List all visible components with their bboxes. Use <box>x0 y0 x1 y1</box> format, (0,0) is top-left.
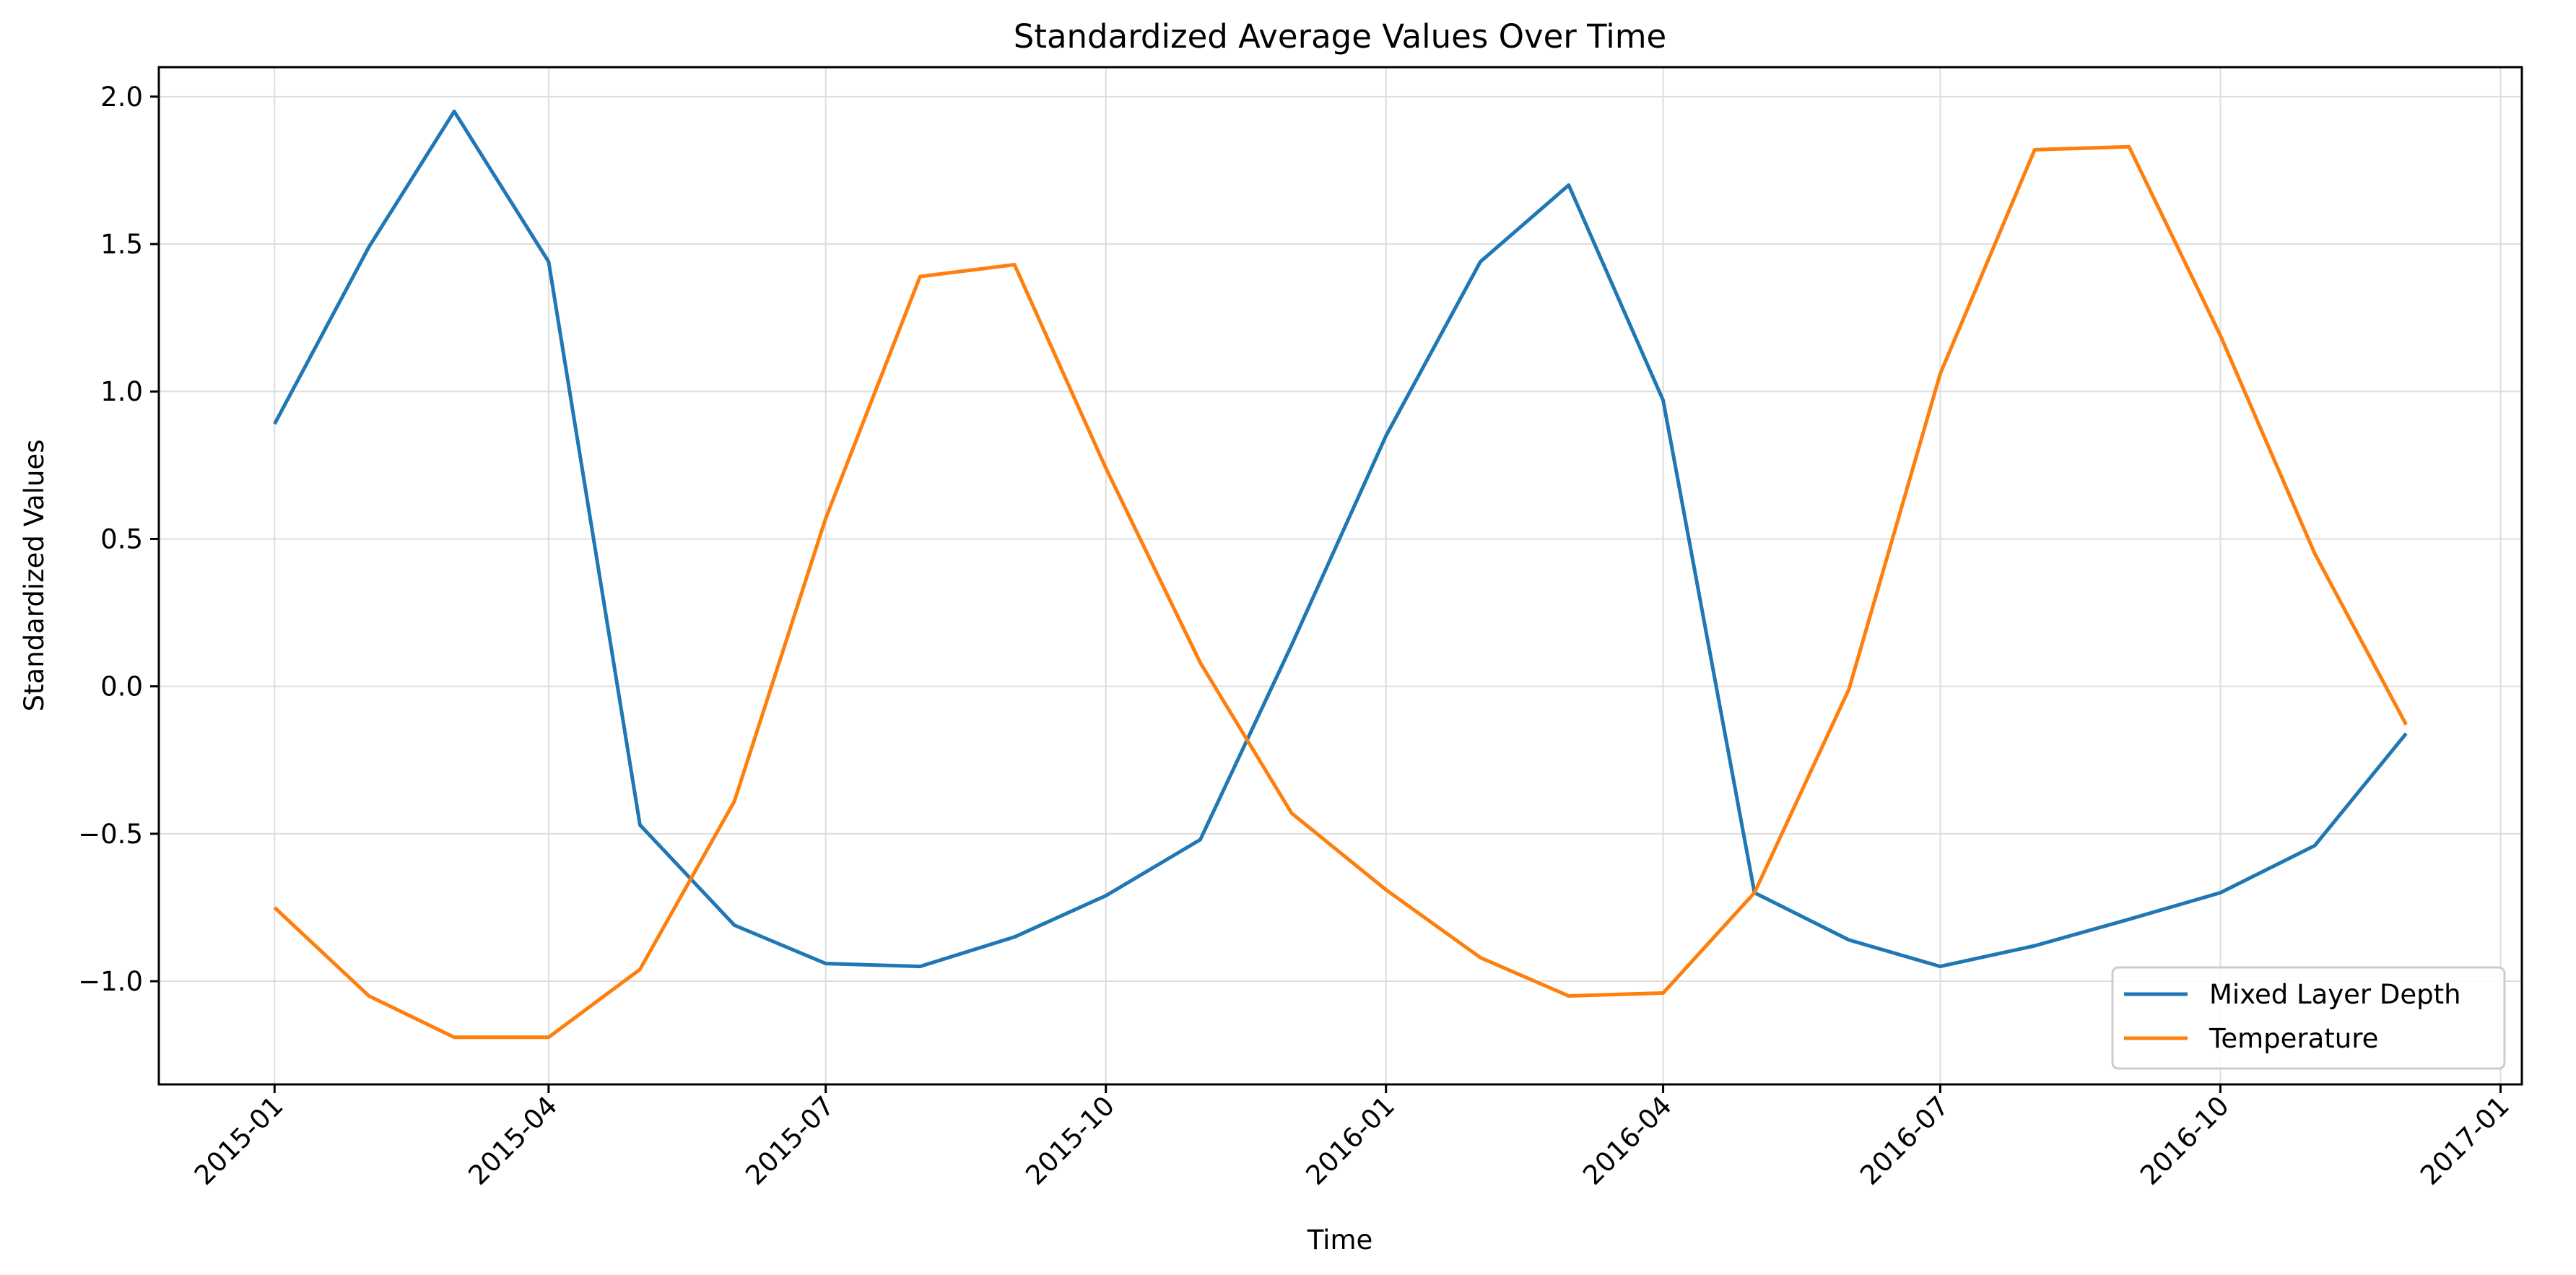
legend-box <box>2111 966 2506 1070</box>
y-tick-label: 0.5 <box>100 523 143 554</box>
y-tick-label: 1.0 <box>100 376 143 407</box>
y-axis-ticks: 2.0 1.5 1.0 0.5 0.0 −0.5 −1.0 <box>78 82 159 997</box>
y-tick-label: 0.0 <box>100 671 143 702</box>
series-line-mixed-layer-depth <box>273 109 2408 969</box>
series-lines <box>273 109 2408 1040</box>
legend-label-temperature: Temperature <box>2209 1023 2378 1054</box>
plot-frame <box>157 66 2523 1086</box>
legend-label-mixed-layer-depth: Mixed Layer Depth <box>2209 979 2461 1010</box>
chart-title: Standardized Average Values Over Time <box>1014 17 1666 56</box>
y-axis-title: Standardized Values <box>19 440 50 712</box>
y-tick-label: 2.0 <box>100 82 143 113</box>
y-tick-label: 1.5 <box>100 229 143 260</box>
y-tick-label: −0.5 <box>78 819 143 850</box>
legend: Mixed Layer Depth Temperature <box>2111 966 2506 1070</box>
grid <box>159 67 2522 1084</box>
y-tick-label: −1.0 <box>78 966 143 997</box>
series-line-temperature <box>273 144 2408 1040</box>
x-axis-title: Time <box>1307 1224 1373 1256</box>
